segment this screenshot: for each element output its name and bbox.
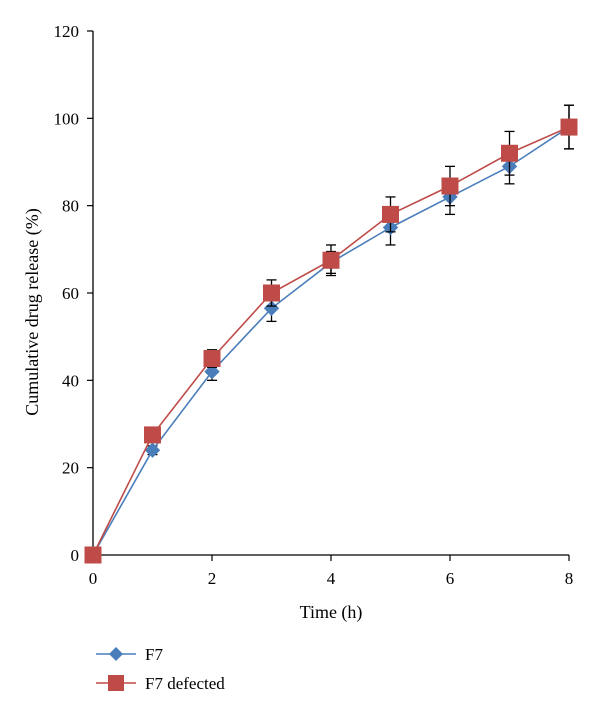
- data-point: [560, 118, 578, 136]
- legend: F7 F7 defected: [96, 645, 225, 693]
- data-point: [84, 546, 102, 564]
- legend-marker: [109, 647, 123, 661]
- x-tick-label: 6: [446, 569, 455, 588]
- series-2: [84, 104, 578, 564]
- data-point: [441, 177, 459, 195]
- data-point: [144, 442, 161, 458]
- legend-label: F7: [145, 645, 163, 664]
- y-ticks: 0 20 40 60 80 100 120: [54, 22, 93, 565]
- y-axis-title: Cumulative drug release (%): [22, 208, 43, 415]
- series-layer: [84, 104, 578, 564]
- legend-item: F7: [96, 645, 163, 664]
- x-tick-label: 2: [208, 569, 217, 588]
- data-point: [263, 284, 280, 302]
- y-tick-label: 0: [71, 546, 80, 565]
- x-tick-label: 8: [565, 569, 574, 588]
- x-axis-title: Time (h): [300, 602, 363, 623]
- series-line: [92, 126, 570, 556]
- series-line: [92, 126, 570, 556]
- y-tick-label: 60: [62, 284, 79, 303]
- data-point: [204, 363, 220, 380]
- x-tick-label: 0: [89, 569, 98, 588]
- y-tick-label: 120: [54, 22, 80, 41]
- axes: [92, 31, 569, 556]
- x-tick-label: 4: [327, 569, 336, 588]
- y-tick-label: 40: [62, 371, 79, 390]
- data-point: [144, 426, 161, 444]
- legend-marker: [108, 675, 124, 691]
- data-point: [382, 205, 399, 223]
- data-point: [501, 144, 518, 162]
- y-tick-label: 80: [62, 197, 79, 216]
- data-point: [203, 350, 221, 367]
- data-point: [322, 251, 340, 269]
- x-ticks: 0 2 4 6 8: [89, 555, 574, 588]
- y-tick-label: 20: [62, 459, 79, 478]
- y-tick-label: 100: [54, 109, 80, 128]
- series-1: [85, 104, 577, 563]
- legend-item: F7 defected: [96, 674, 225, 693]
- legend-label: F7 defected: [145, 674, 225, 693]
